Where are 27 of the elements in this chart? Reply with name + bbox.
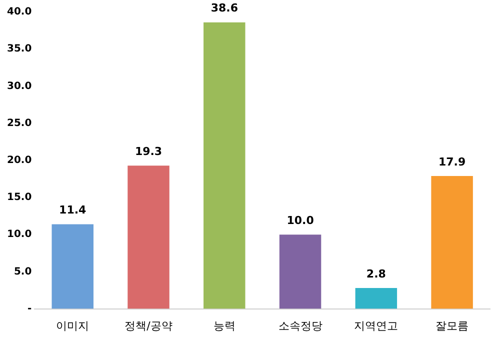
data-label: 38.6 <box>210 2 238 15</box>
bar <box>52 224 94 309</box>
data-label: 19.3 <box>134 144 162 158</box>
data-label: 10.0 <box>286 214 314 227</box>
bar <box>355 288 398 309</box>
data-label: 17.9 <box>438 155 466 168</box>
y-tick-label: 20.0 <box>6 154 32 166</box>
y-tick-label: - <box>28 303 32 314</box>
bar <box>128 166 170 309</box>
y-tick-label: 15.0 <box>6 192 32 204</box>
data-label: 2.8 <box>366 267 386 280</box>
y-tick-label: 40.0 <box>6 6 32 18</box>
x-tick-label: 이미지 <box>56 319 90 332</box>
x-tick-label: 지역연고 <box>354 319 398 332</box>
bar <box>204 22 246 309</box>
y-tick-label: 35.0 <box>6 44 32 55</box>
x-tick-label: 소속정당 <box>278 319 322 332</box>
y-tick-label: 25.0 <box>6 118 32 129</box>
data-label: 11.4 <box>59 204 87 217</box>
y-tick-label: 5.0 <box>14 266 32 278</box>
bar <box>431 176 473 309</box>
bar <box>279 234 322 309</box>
x-tick-label: 능력 <box>213 319 236 332</box>
y-tick-label: 10.0 <box>6 229 32 240</box>
y-tick-label: 30.0 <box>6 80 32 92</box>
x-tick-label: 정책/공약 <box>124 319 172 332</box>
x-tick-label: 잘모름 <box>436 319 469 332</box>
